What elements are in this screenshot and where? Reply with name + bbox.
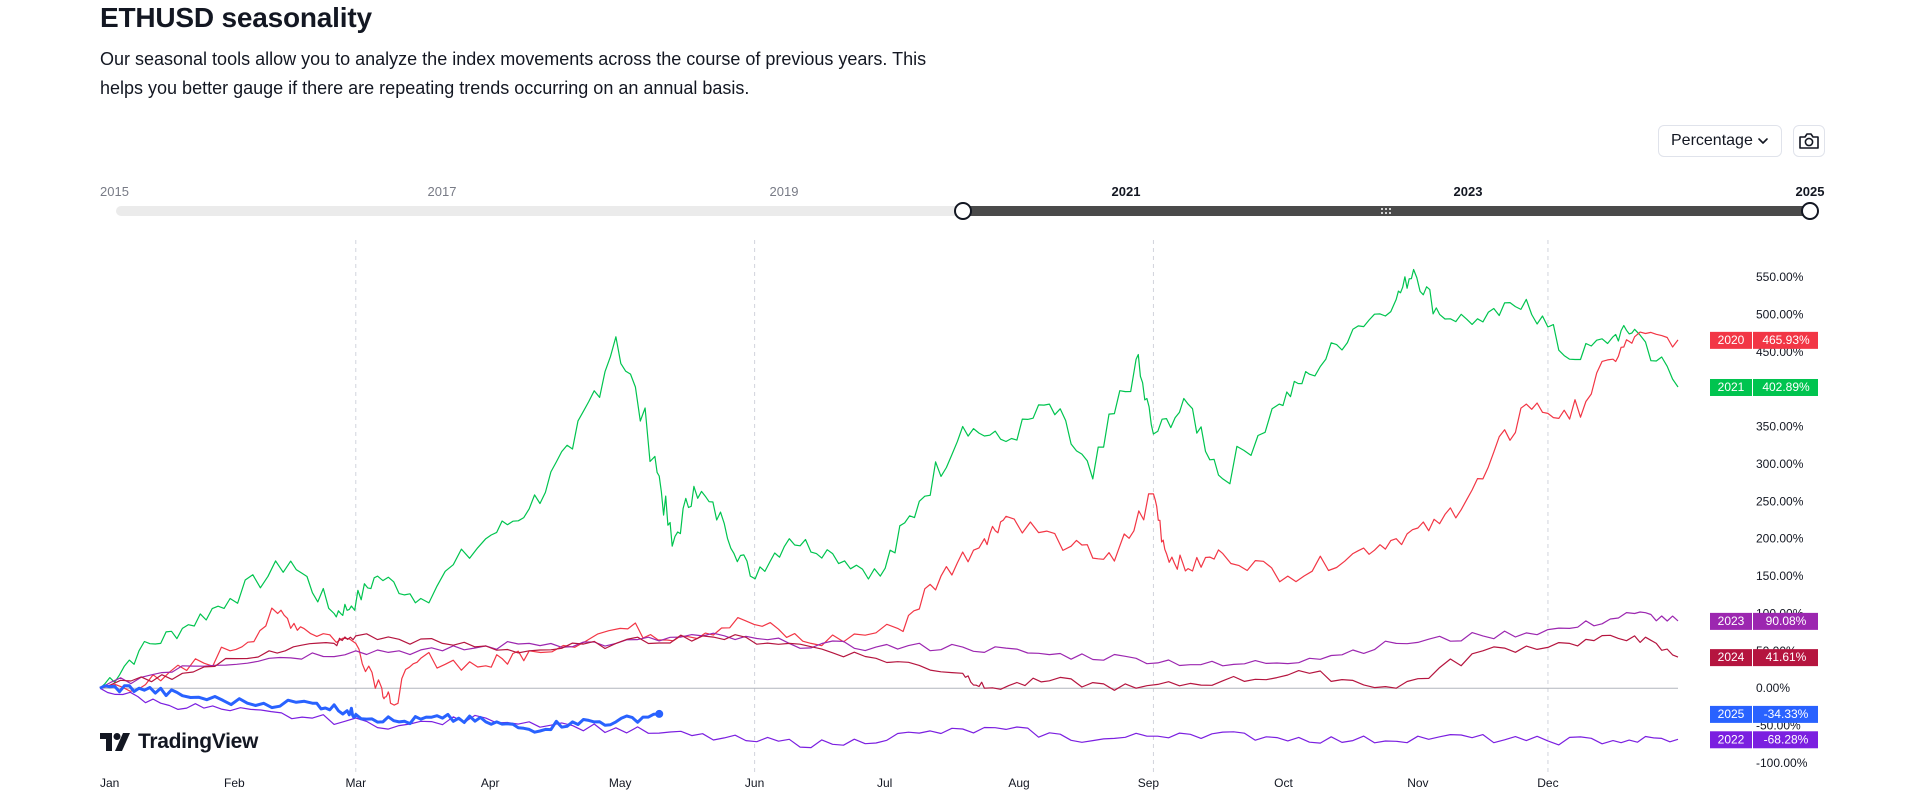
series-line-2025 <box>99 684 660 734</box>
series-line-2024 <box>99 633 1679 691</box>
y-tick-label: 250.00% <box>1756 494 1804 508</box>
page-description: Our seasonal tools allow you to analyze … <box>100 49 927 98</box>
series-year-badge <box>1710 378 1752 396</box>
y-tick-label: 500.00% <box>1756 307 1804 321</box>
series-value-text: 465.93% <box>1762 333 1810 347</box>
x-tick-label: Nov <box>1407 776 1428 790</box>
display-mode-select[interactable]: Percentage <box>1658 125 1782 157</box>
seasonality-chart: -100.00%-50.00%0.00%50.00%100.00%150.00%… <box>99 240 1818 790</box>
year-range-drag-grip-icon[interactable] <box>1380 206 1392 216</box>
series-year-badge <box>1710 649 1752 667</box>
year-range-start-handle[interactable] <box>954 202 972 220</box>
year-tick-2021: 2021 <box>1111 184 1141 199</box>
series-value-badge <box>1753 705 1818 723</box>
series-end-label-2020: 2020 465.93% <box>1710 331 1818 349</box>
year-tick-2019: 2019 <box>769 184 799 199</box>
y-tick-label: -100.00% <box>1756 756 1808 770</box>
x-tick-label: Jul <box>877 776 892 790</box>
series-value-badge <box>1753 649 1818 667</box>
series-value-text: 90.08% <box>1766 614 1807 628</box>
series-end-label-2025: 2025 -34.33% <box>1710 705 1818 723</box>
series-end-label-2021: 2021 402.89% <box>1710 378 1818 396</box>
series-value-badge <box>1753 731 1818 749</box>
series-value-badge <box>1753 378 1818 396</box>
year-tick-2015: 2015 <box>100 184 129 199</box>
series-line-2023 <box>99 611 1679 689</box>
y-tick-label: 0.00% <box>1756 681 1790 695</box>
series-year-text: 2020 <box>1718 333 1745 347</box>
y-tick-label: 550.00% <box>1756 270 1804 284</box>
series-year-badge <box>1710 705 1752 723</box>
year-tick-2017: 2017 <box>427 184 457 199</box>
x-tick-label: Sep <box>1138 776 1160 790</box>
tradingview-logo-text: TradingView <box>138 730 259 753</box>
page-title: ETHUSD seasonality <box>100 2 372 33</box>
year-range-end-handle[interactable] <box>1801 202 1819 220</box>
series-end-label-2024: 2024 41.61% <box>1710 649 1818 667</box>
series-end-label-2022: 2022 -68.28% <box>1710 731 1818 749</box>
x-tick-label: Feb <box>224 776 245 790</box>
x-tick-label: May <box>609 776 632 790</box>
series-year-text: 2024 <box>1718 650 1745 664</box>
series-value-badge <box>1753 612 1818 630</box>
series-value-text: -68.28% <box>1764 732 1809 746</box>
series-endpoint-2025 <box>655 709 664 718</box>
chevron-down-icon <box>1758 138 1768 144</box>
tradingview-logo-icon <box>100 733 130 751</box>
y-tick-label: 350.00% <box>1756 420 1804 434</box>
tradingview-logo: TradingView <box>100 730 258 754</box>
x-tick-label: Apr <box>481 776 500 790</box>
series-line-2021 <box>99 268 1679 689</box>
year-tick-2023: 2023 <box>1453 184 1483 199</box>
series-value-text: 402.89% <box>1762 380 1810 394</box>
series-year-text: 2023 <box>1718 614 1745 628</box>
x-tick-label: Dec <box>1537 776 1558 790</box>
x-tick-label: Aug <box>1008 776 1029 790</box>
series-value-text: -34.33% <box>1764 707 1809 721</box>
screenshot-button[interactable] <box>1793 125 1825 157</box>
series-end-label-2023: 2023 90.08% <box>1710 612 1818 630</box>
series-year-badge <box>1710 331 1752 349</box>
series-line-2020 <box>99 331 1679 706</box>
series-year-text: 2025 <box>1718 707 1745 721</box>
series-year-text: 2021 <box>1718 380 1745 394</box>
series-year-badge <box>1710 731 1752 749</box>
x-tick-label: Jun <box>745 776 764 790</box>
series-line-2022 <box>99 687 1679 749</box>
y-tick-label: 150.00% <box>1756 569 1804 583</box>
series-year-text: 2022 <box>1718 732 1745 746</box>
x-tick-label: Jan <box>100 776 119 790</box>
series-year-badge <box>1710 612 1752 630</box>
x-tick-label: Oct <box>1274 776 1293 790</box>
display-mode-label: Percentage <box>1671 132 1753 149</box>
year-range-selected[interactable] <box>963 206 1810 216</box>
series-value-text: 41.61% <box>1766 650 1807 664</box>
camera-icon <box>1799 133 1819 149</box>
year-tick-2025: 2025 <box>1795 184 1825 199</box>
x-tick-label: Mar <box>345 776 366 790</box>
y-tick-label: 200.00% <box>1756 532 1804 546</box>
series-value-badge <box>1753 331 1818 349</box>
y-tick-label: 300.00% <box>1756 457 1804 471</box>
